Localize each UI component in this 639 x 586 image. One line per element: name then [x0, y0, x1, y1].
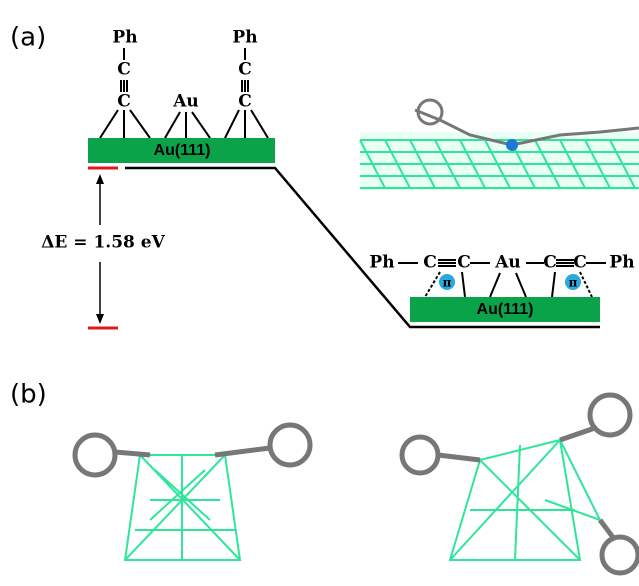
left-model: Ph C C Au Ph C C Au(111) [88, 28, 275, 164]
pi-label: π [443, 276, 452, 290]
surface-label: Au(111) [477, 301, 534, 318]
atom: Ph [232, 28, 257, 48]
chain-atom: C [543, 253, 557, 273]
cluster-simulation [75, 395, 638, 573]
panel-label: (b) [10, 380, 47, 410]
pi-label: π [569, 276, 578, 290]
chain-atom: Ph [369, 253, 394, 273]
atom: C [117, 92, 131, 112]
atom: Au [172, 92, 199, 112]
atom: Ph [112, 28, 137, 48]
chain-atom: Au [494, 253, 521, 273]
energy-gap: ΔE = 1.58 eV [41, 233, 165, 253]
atom: C [117, 60, 131, 80]
chain-atom: C [573, 253, 587, 273]
surface-simulation [360, 100, 639, 190]
chain-atom: Ph [609, 253, 634, 273]
atom: C [238, 60, 252, 80]
chain-atom: C [423, 253, 437, 273]
chain-atom: C [457, 253, 471, 273]
atom: C [238, 92, 252, 112]
figure: (a) (b) Ph C C Au Ph C C Au(111) ΔE = 1.… [0, 0, 639, 586]
panel-label: (a) [10, 23, 46, 53]
surface-label: Au(111) [154, 142, 211, 159]
